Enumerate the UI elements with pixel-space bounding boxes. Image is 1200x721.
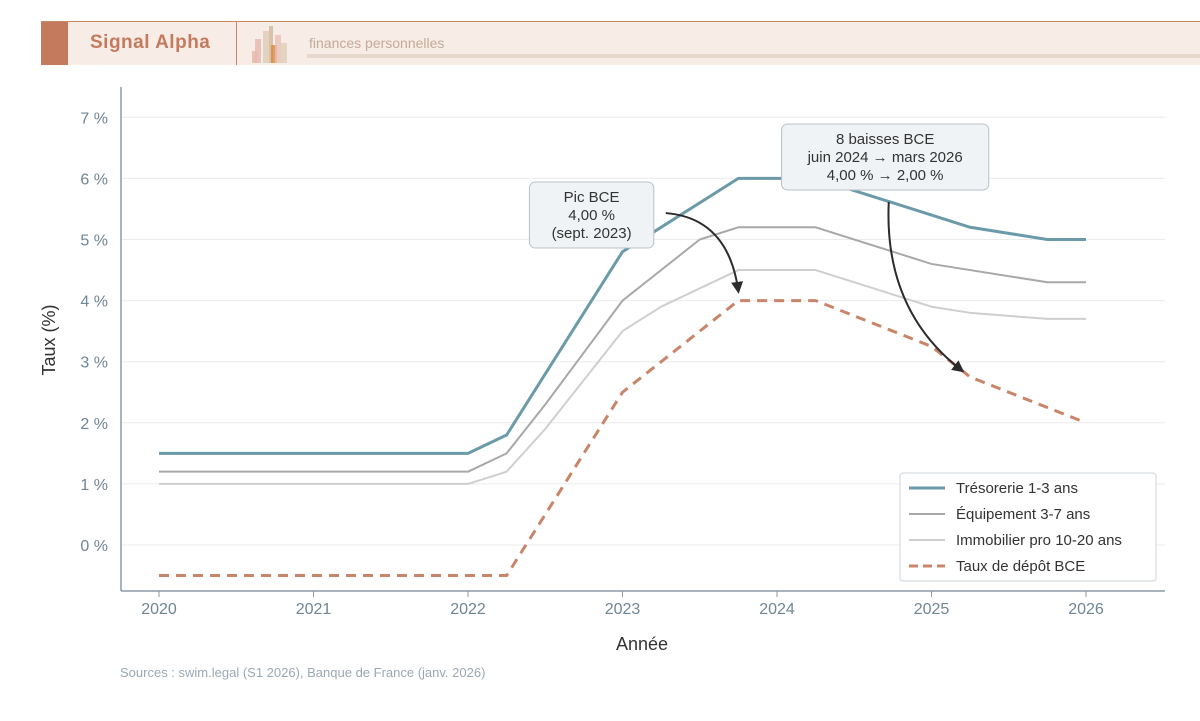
x-axis-label: Année [616, 634, 668, 654]
y-tick-label: 7 % [80, 110, 108, 127]
annotation-text: 4,00 % [568, 207, 615, 224]
y-tick-label: 3 % [80, 355, 108, 372]
y-axis-label: Taux (%) [39, 304, 59, 375]
series-line [159, 269, 1086, 485]
annotation-text: (sept. 2023) [552, 225, 632, 242]
annotation-text: 4,00 % → 2,00 % [827, 167, 944, 184]
annotation-box [528, 181, 655, 249]
header-banner: Signal Alpha finances personnelles [41, 21, 1200, 65]
x-tick-label: 2022 [450, 601, 486, 618]
legend-label: Immobilier pro 10-20 ans [956, 532, 1122, 549]
x-tick-label: 2026 [1068, 601, 1104, 618]
tagline: finances personnelles [309, 35, 445, 51]
header-divider [236, 22, 237, 65]
y-tick-label: 6 % [80, 171, 108, 188]
annotation-arrow [665, 212, 744, 294]
y-tick-label: 2 % [80, 416, 108, 433]
x-tick-label: 2021 [296, 601, 332, 618]
annotation-box [781, 123, 990, 191]
sources-note: Sources : swim.legal (S1 2026), Banque d… [120, 665, 486, 680]
legend-box [899, 472, 1157, 582]
legend-label: Équipement 3-7 ans [956, 506, 1090, 523]
brand-square [41, 22, 68, 65]
legend-label: Trésorerie 1-3 ans [956, 480, 1078, 497]
y-tick-label: 5 % [80, 233, 108, 250]
bar-chart-logo-icon [252, 26, 287, 63]
y-tick-label: 0 % [80, 538, 108, 555]
legend-label: Taux de dépôt BCE [956, 558, 1085, 575]
annotation-text: juin 2024 → mars 2026 [807, 149, 963, 166]
brand-name: Signal Alpha [90, 32, 211, 53]
x-tick-label: 2024 [759, 601, 795, 618]
series-line [159, 226, 1086, 473]
x-tick-label: 2023 [605, 601, 641, 618]
tagline-underline [307, 54, 1200, 58]
x-tick-label: 2025 [914, 601, 950, 618]
y-tick-label: 1 % [80, 477, 108, 494]
series-line [159, 176, 1086, 455]
annotation-arrow [887, 201, 965, 373]
x-tick-label: 2020 [141, 601, 177, 618]
annotation-text: 8 baisses BCE [836, 131, 934, 148]
y-tick-label: 4 % [80, 294, 108, 311]
annotation-text: Pic BCE [564, 189, 620, 206]
